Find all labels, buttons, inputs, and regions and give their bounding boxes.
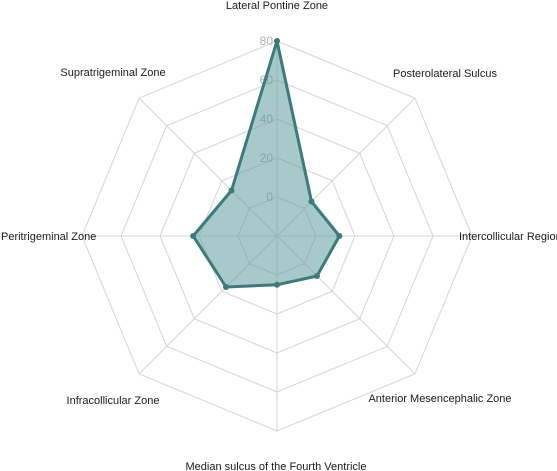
data-point	[228, 187, 235, 194]
data-point	[223, 284, 229, 290]
axis-label-lateral-pontine-zone: Lateral Pontine Zone	[226, 0, 328, 12]
data-point	[308, 198, 315, 205]
series-area	[191, 39, 341, 289]
series-layer	[190, 38, 343, 290]
data-point	[190, 233, 197, 239]
data-point	[336, 233, 343, 239]
axis-label-posterolateral-sulcus: Posterolateral Sulcus	[393, 68, 497, 80]
axis-label-median-sulcus-fourth-ventricle: Median sulcus of the Fourth Ventricle	[186, 461, 367, 471]
radial-tick-label-80: 80	[260, 34, 274, 48]
axis-label-intercollicular-region: Intercollicular Region	[459, 231, 557, 243]
axis-label-anterior-mesencephalic-zone: Anterior Mesencephalic Zone	[368, 393, 511, 405]
data-point	[314, 273, 320, 279]
axis-label-supratrigeminal-zone: Supratrigeminal Zone	[60, 67, 165, 79]
axis-label-peritrigeminal-zone: Peritrigeminal Zone	[1, 231, 96, 243]
axis-label-infracollicular-zone: Infracollicular Zone	[67, 395, 160, 407]
data-point	[274, 281, 280, 288]
data-point	[274, 38, 280, 44]
